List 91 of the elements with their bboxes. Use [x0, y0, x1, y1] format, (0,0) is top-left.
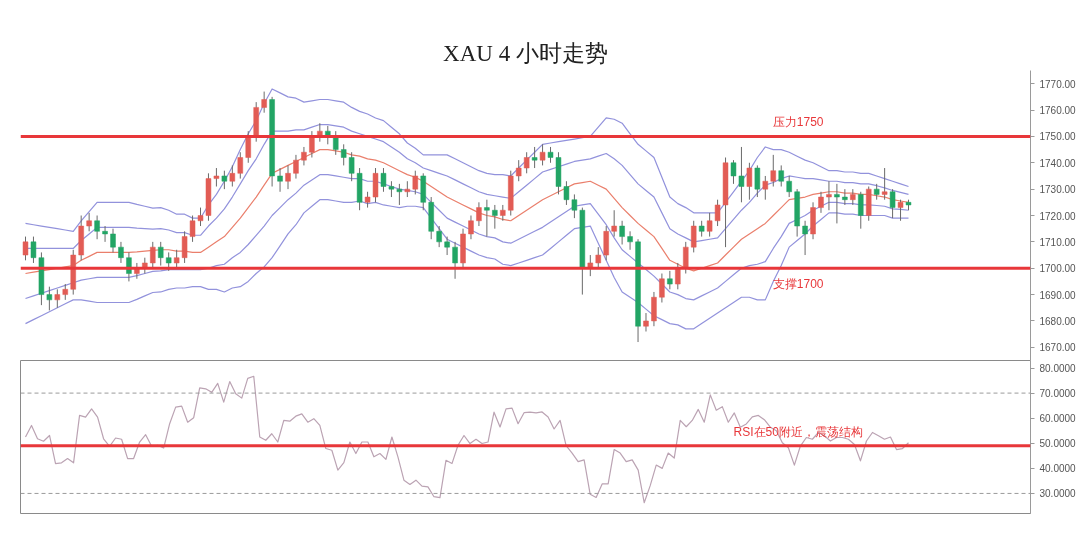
candlestick: [770, 154, 776, 187]
y-tick-label: 1770.00: [1039, 78, 1077, 90]
candlestick: [738, 146, 745, 203]
candlestick: [229, 164, 236, 187]
y-tick-label: 1740.00: [1039, 157, 1077, 169]
candlestick: [778, 164, 784, 187]
candlestick: [706, 212, 713, 238]
y-tick-label: 50.0000: [1039, 438, 1077, 450]
candlestick: [285, 164, 291, 190]
candlestick: [515, 159, 522, 182]
candlestick: [213, 167, 220, 187]
y-tick-label: 70.0000: [1039, 388, 1077, 400]
candlestick: [889, 188, 896, 219]
candlestick: [86, 212, 92, 232]
candlestick: [468, 215, 474, 240]
candlestick: [22, 236, 29, 261]
candlestick: [651, 291, 657, 327]
candlestick: [842, 188, 848, 206]
candlestick: [691, 220, 697, 253]
candlestick: [221, 170, 228, 190]
candlestick: [762, 175, 769, 201]
candlestick: [110, 228, 116, 253]
candlestick: [730, 159, 737, 185]
candlestick: [261, 91, 267, 114]
candlestick: [619, 220, 625, 245]
candlestick: [309, 130, 315, 158]
ref-line-label: 压力1750: [772, 115, 824, 130]
candlestick: [746, 162, 753, 201]
candlestick: [492, 204, 498, 230]
candlestick: [301, 146, 307, 166]
candlestick: [659, 273, 665, 303]
candlestick: [595, 246, 601, 269]
candlestick: [102, 225, 108, 243]
candlestick: [667, 270, 673, 290]
y-tick-label: 1700.00: [1039, 263, 1077, 275]
candlestick: [714, 199, 721, 227]
ref-line-label: 支撑1700: [772, 277, 824, 292]
candlestick: [396, 183, 403, 206]
candlestick: [523, 151, 530, 174]
candlestick: [245, 130, 251, 164]
candlestick: [277, 167, 283, 193]
candlestick: [897, 199, 904, 222]
candlestick: [293, 154, 299, 180]
candlestick: [94, 215, 100, 240]
candlestick: [531, 146, 538, 169]
candlestick: [158, 241, 164, 267]
candlestick: [754, 164, 761, 198]
candlestick: [587, 254, 594, 277]
candlestick: [237, 151, 243, 180]
candlestick: [444, 236, 450, 256]
candlestick: [603, 225, 609, 261]
candlestick: [802, 220, 808, 256]
y-tick-label: 1680.00: [1039, 315, 1077, 327]
y-tick-label: 1720.00: [1039, 210, 1077, 222]
candlestick: [476, 201, 482, 227]
candlestick: [611, 209, 617, 238]
candlestick: [118, 241, 124, 264]
y-tick-label: 1690.00: [1039, 289, 1077, 301]
candlestick: [452, 241, 458, 280]
line-series: [24, 174, 910, 301]
y-tick-label: 1750.00: [1039, 131, 1077, 143]
y-tick-label: 60.0000: [1039, 413, 1077, 425]
candlestick: [786, 175, 792, 198]
ref-line-label: RSI在50附近，震荡结构: [733, 424, 863, 439]
candlestick: [436, 225, 442, 248]
y-tick-label: 1760.00: [1039, 105, 1077, 117]
candlestick: [858, 191, 864, 230]
candlestick: [150, 241, 156, 269]
candlestick: [818, 191, 824, 214]
y-tick-label: 40.0000: [1039, 463, 1077, 475]
candlestick: [834, 183, 840, 224]
candlestick: [643, 312, 649, 332]
chart-title: XAU 4 小时走势: [443, 40, 608, 66]
candlestick: [539, 143, 546, 166]
y-tick-label: 30.0000: [1039, 488, 1077, 500]
candlestick: [340, 143, 347, 166]
y-tick-label: 80.0000: [1039, 363, 1077, 375]
candlestick: [627, 230, 633, 251]
candlestick: [372, 167, 379, 203]
y-tick-label: 1730.00: [1039, 184, 1077, 196]
y-tick-label: 1670.00: [1039, 342, 1077, 354]
candlestick: [484, 199, 490, 238]
y-tick-label: 1710.00: [1039, 236, 1077, 248]
candlestick: [881, 167, 888, 201]
candlestick: [412, 170, 419, 195]
line-series: [24, 375, 910, 504]
candlestick: [826, 180, 832, 211]
candlestick: [165, 251, 172, 272]
candlestick: [54, 288, 61, 309]
candlestick: [675, 262, 681, 290]
candlestick: [683, 241, 689, 274]
